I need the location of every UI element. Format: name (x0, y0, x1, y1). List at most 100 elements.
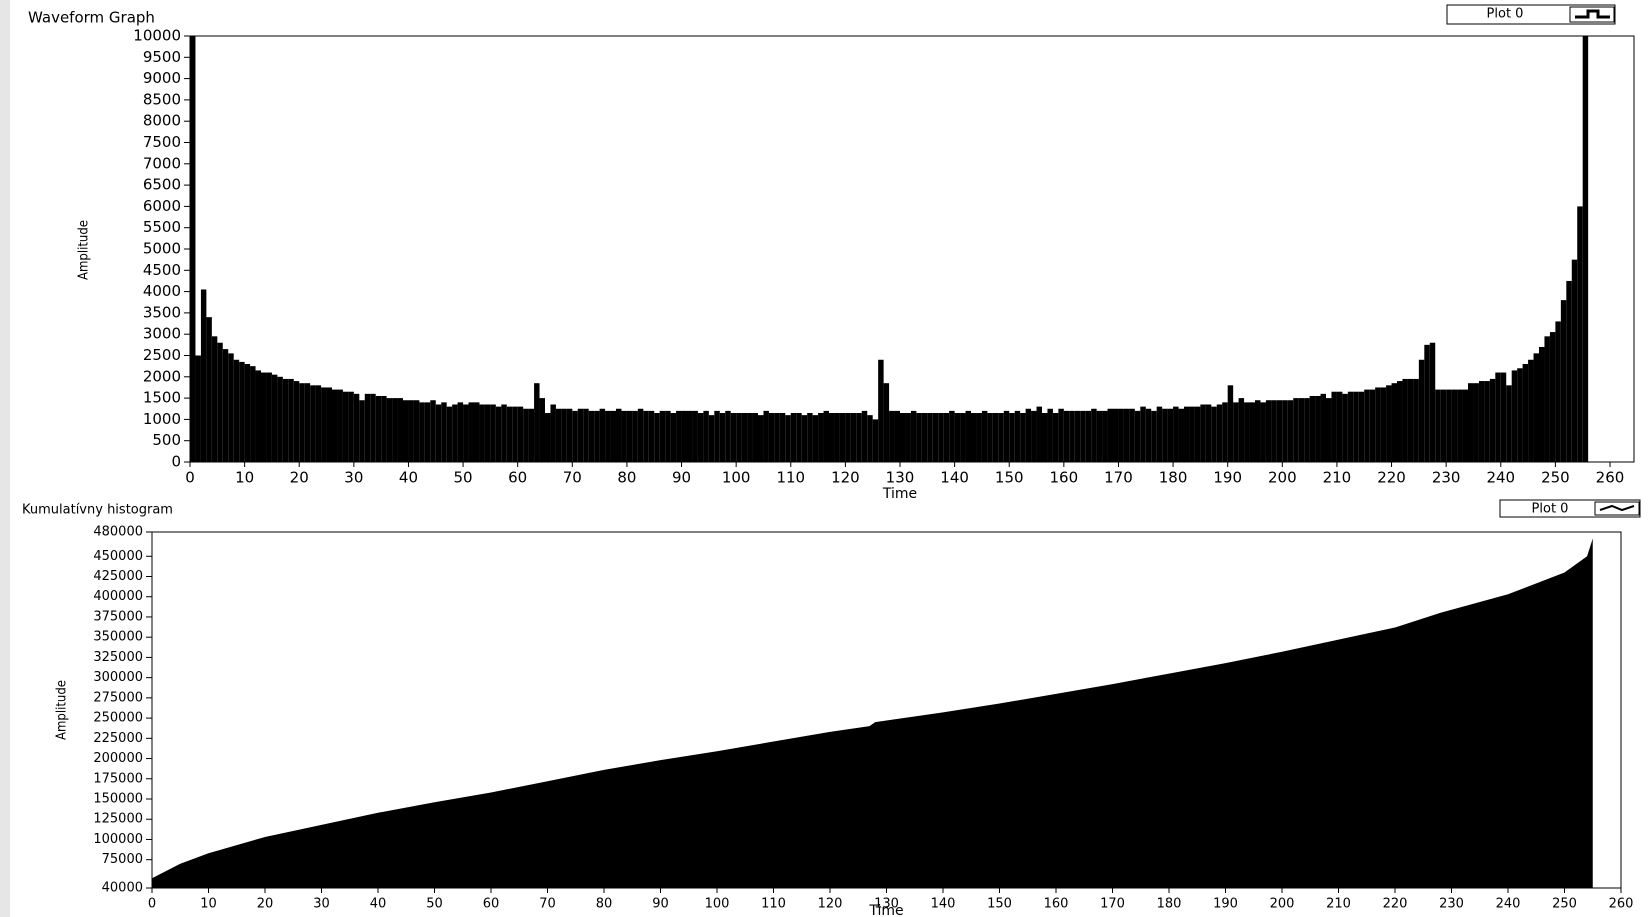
y-tick-label: 200000 (93, 751, 143, 766)
x-tick-label: 140 (940, 469, 969, 487)
bar (1555, 321, 1561, 462)
bar (211, 336, 218, 462)
bar (1129, 408, 1135, 462)
bar (839, 413, 846, 462)
bar (1397, 381, 1403, 462)
bar (1200, 404, 1206, 462)
bar (1134, 410, 1141, 462)
bar (1173, 406, 1179, 462)
x-tick-label: 220 (1377, 469, 1406, 487)
bar (1255, 400, 1261, 462)
bar (435, 404, 442, 462)
bar (1102, 410, 1108, 462)
bar (998, 413, 1004, 462)
x-tick-label: 130 (874, 897, 899, 912)
bar (954, 413, 961, 462)
x-tick-label: 90 (652, 897, 669, 912)
bar (1205, 404, 1212, 462)
bar (1544, 336, 1550, 462)
bar (976, 413, 982, 462)
bar (752, 413, 758, 462)
x-tick-label: 90 (672, 469, 691, 487)
bar (457, 402, 464, 462)
bar (1369, 389, 1376, 462)
y-tick-label: 4000 (143, 282, 181, 300)
bar (1495, 372, 1501, 462)
bar (261, 372, 267, 462)
legend-label: Plot 0 (1487, 7, 1524, 22)
bar (725, 410, 731, 462)
bar (719, 413, 726, 462)
bar (648, 410, 655, 462)
bar (577, 408, 584, 462)
x-tick-label: 100 (722, 469, 751, 487)
x-tick-label: 0 (148, 897, 156, 912)
bar (266, 372, 272, 462)
bar (566, 408, 573, 462)
legend-icon (1575, 9, 1610, 19)
bar (1418, 359, 1425, 462)
bar (195, 355, 201, 462)
bar (424, 402, 431, 462)
bar (1009, 413, 1015, 462)
x-tick-label: 160 (1044, 897, 1069, 912)
bar (932, 413, 939, 462)
y-tick-label: 5500 (143, 218, 181, 236)
bar (741, 413, 748, 462)
y-tick-label: 400000 (93, 589, 143, 604)
bar (681, 410, 687, 462)
bar (1107, 408, 1113, 462)
bar (250, 366, 256, 462)
bar (949, 410, 955, 462)
bar (1031, 410, 1037, 462)
y-tick-label: 2000 (143, 367, 181, 385)
bar (774, 413, 780, 462)
bar (1320, 393, 1326, 462)
bar (1145, 408, 1152, 462)
bar (190, 36, 196, 462)
bar (1244, 402, 1250, 462)
y-tick-label: 3500 (143, 303, 181, 321)
x-tick-label: 200 (1268, 469, 1297, 487)
y-tick-label: 7500 (143, 133, 181, 151)
bar (1473, 383, 1479, 462)
bar (1304, 398, 1310, 462)
bar (523, 408, 529, 462)
bar (921, 413, 928, 462)
bar (441, 402, 447, 462)
bar (1194, 406, 1201, 462)
x-tick-label: 240 (1496, 897, 1521, 912)
bar (785, 415, 791, 462)
bar (665, 410, 671, 462)
bar (845, 413, 851, 462)
x-tick-label: 220 (1383, 897, 1408, 912)
y-tick-label: 500 (152, 431, 181, 449)
bar (659, 410, 666, 462)
bar (1085, 410, 1092, 462)
y-tick-label: 9000 (143, 69, 181, 87)
bar (359, 400, 365, 462)
x-tick-label: 60 (483, 897, 500, 912)
bar (692, 410, 698, 462)
bar (446, 406, 453, 462)
x-tick-label: 110 (761, 897, 786, 912)
bar (1069, 410, 1075, 462)
x-tick-label: 0 (185, 469, 195, 487)
bar (310, 385, 316, 462)
bar (392, 398, 398, 462)
bar (1309, 395, 1316, 462)
bar (981, 410, 988, 462)
bar (1014, 410, 1021, 462)
bar (326, 387, 332, 462)
bar (1435, 389, 1441, 462)
bar (1184, 406, 1190, 462)
x-tick-label: 260 (1609, 897, 1634, 912)
bar (1347, 391, 1354, 462)
bar (506, 406, 513, 462)
y-tick-label: 2500 (143, 346, 181, 364)
y-tick-label: 100000 (93, 832, 143, 847)
bar (550, 404, 556, 462)
bar (1042, 413, 1048, 462)
bar (1238, 398, 1245, 462)
